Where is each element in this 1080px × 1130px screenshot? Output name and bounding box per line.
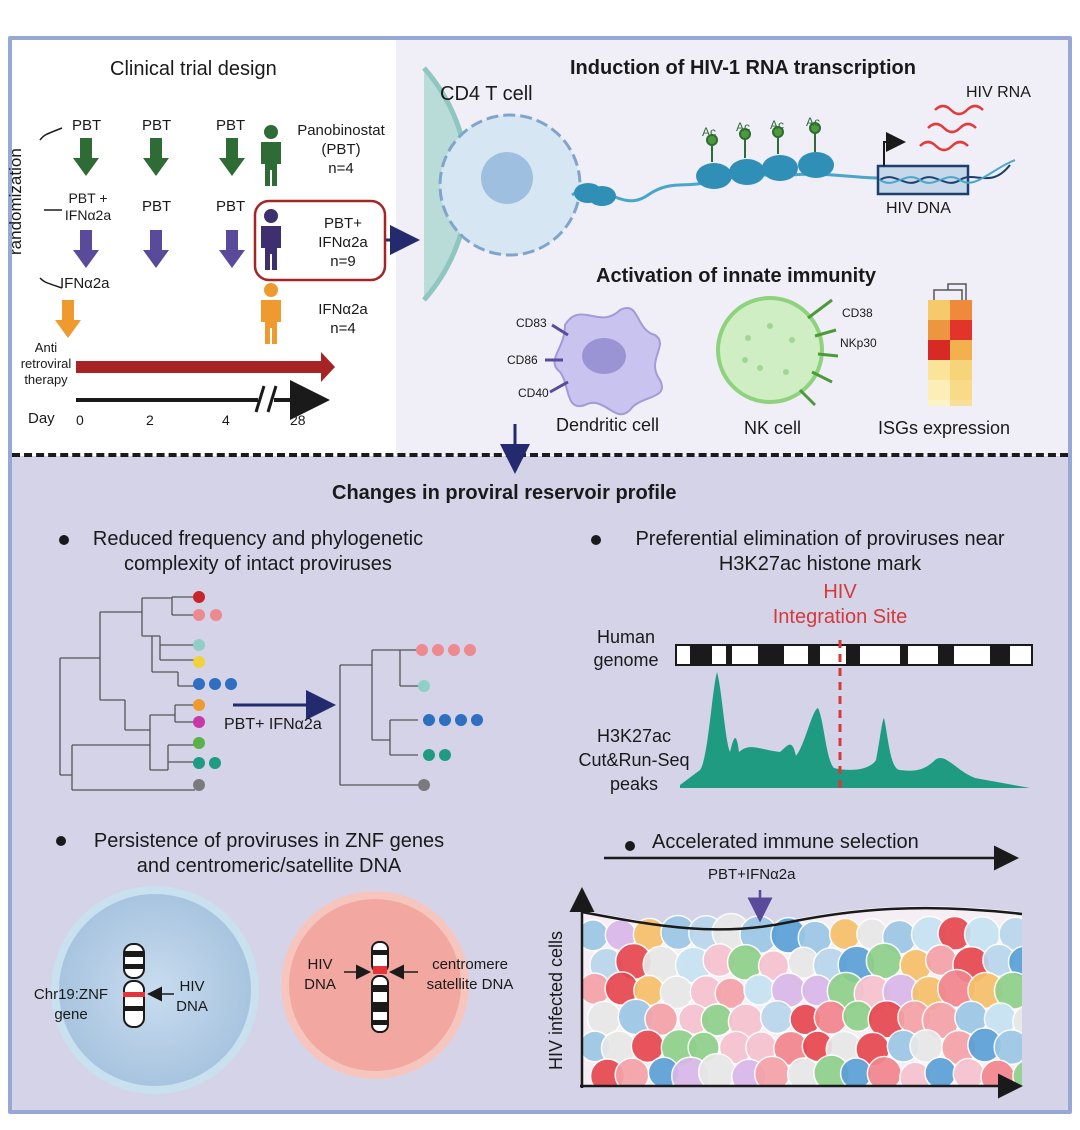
ifn-arrow bbox=[55, 300, 81, 338]
bullet-2 bbox=[591, 535, 601, 545]
infected-cell bbox=[924, 1056, 957, 1085]
phylo-dots-left bbox=[193, 591, 237, 791]
person-icon-green bbox=[261, 125, 281, 186]
bullet3-text: Persistence of proviruses in ZNF genes an… bbox=[93, 830, 445, 877]
infected-cell bbox=[759, 999, 795, 1035]
phylo-dots-right bbox=[416, 644, 483, 791]
section-divider bbox=[12, 453, 1068, 457]
pbt-row1-day0: PBT bbox=[72, 117, 102, 134]
bullet-1 bbox=[59, 535, 69, 545]
pbt-row2-day4: PBT bbox=[216, 198, 246, 215]
infected-cell bbox=[993, 1029, 1022, 1066]
hiv-rna-waves bbox=[919, 104, 984, 152]
combo-group-box bbox=[253, 199, 387, 282]
nk-cell-label: NK cell bbox=[744, 418, 802, 438]
phylo-tree-left bbox=[59, 596, 195, 791]
timeline-break bbox=[254, 385, 278, 413]
day-28: 28 bbox=[290, 412, 306, 428]
centromere-chromosome bbox=[371, 941, 389, 1033]
figure-frame bbox=[8, 36, 1072, 1114]
infected-cell bbox=[644, 1002, 679, 1037]
infected-cell bbox=[1012, 1006, 1022, 1038]
phylo-tree-right bbox=[339, 649, 420, 786]
genome-bar bbox=[675, 644, 1033, 666]
ac-label-4: Ac bbox=[806, 115, 821, 129]
isg-label: ISGs expression bbox=[878, 418, 1011, 438]
hiv-dna-znf-label: HIV DNA bbox=[176, 978, 208, 1015]
infected-cells-field bbox=[582, 906, 1022, 1085]
pbt-ifn-day0: PBT + IFNα2a bbox=[64, 190, 112, 223]
randomization-bracket bbox=[39, 127, 63, 289]
human-genome-label: Human genome bbox=[593, 627, 659, 670]
znf-chromosome bbox=[123, 943, 145, 1028]
innate-title: Activation of innate immunity bbox=[596, 265, 877, 287]
art-label: Anti retroviral therapy bbox=[20, 340, 72, 387]
cd83-label: CD83 bbox=[516, 316, 547, 330]
infected-cell bbox=[865, 942, 903, 980]
infected-cell bbox=[743, 973, 775, 1006]
clinical-title: Clinical trial design bbox=[110, 58, 277, 80]
day-0: 0 bbox=[76, 412, 84, 428]
nk-cell bbox=[716, 296, 824, 404]
induction-title: Induction of HIV-1 RNA transcription bbox=[570, 57, 916, 79]
pbt-ifn-arrows bbox=[73, 230, 245, 268]
isg-heatmap bbox=[928, 283, 972, 406]
hiv-dna-box bbox=[876, 164, 970, 196]
group-combo-label: PBT+ IFNα2a n=9 bbox=[318, 215, 368, 270]
ac-label-3: Ac bbox=[770, 118, 785, 132]
ac-label-1: Ac bbox=[702, 125, 717, 139]
group-pbt-label: Panobinostat (PBT) n=4 bbox=[297, 122, 385, 177]
changes-title: Changes in proviral reservoir profile bbox=[332, 482, 677, 504]
bullet-4 bbox=[625, 841, 635, 851]
bullet4-text: Accelerated immune selection bbox=[652, 831, 919, 853]
infected-cell bbox=[1007, 945, 1022, 979]
cd38-label: CD38 bbox=[842, 306, 873, 320]
group-ifn-label: IFNα2a n=4 bbox=[318, 301, 368, 337]
peaks-label: H3K27ac Cut&Run-Seq peaks bbox=[578, 726, 690, 794]
cd86-label: CD86 bbox=[507, 353, 538, 367]
treatment-label: PBT+ IFNα2a bbox=[224, 716, 322, 733]
day-label: Day bbox=[28, 410, 55, 427]
bullet2-text: Preferential elimination of proviruses n… bbox=[635, 528, 1005, 575]
randomization-label: randomization bbox=[6, 148, 25, 255]
person-icon-orange bbox=[261, 283, 281, 344]
person-icon-purple bbox=[261, 209, 281, 270]
art-arrow bbox=[76, 352, 335, 382]
pbt-row2-day2: PBT bbox=[142, 198, 172, 215]
ac-label-2: Ac bbox=[736, 120, 751, 134]
dendritic-cell-label: Dendritic cell bbox=[556, 415, 660, 435]
infected-cell bbox=[1012, 1060, 1022, 1085]
chr19-label: Chr19:ZNF gene bbox=[33, 986, 109, 1023]
pbt-arrows bbox=[73, 138, 245, 176]
integration-site-label: HIV Integration Site bbox=[772, 581, 908, 628]
y-axis-label: HIV infected cells bbox=[546, 930, 566, 1070]
cd40-label: CD40 bbox=[518, 386, 549, 400]
pbt-row1-day4: PBT bbox=[216, 117, 246, 134]
cd4-label: CD4 T cell bbox=[440, 83, 533, 105]
centromere-label: centromere satellite DNA bbox=[426, 956, 514, 993]
nkp30-label: NKp30 bbox=[840, 336, 877, 350]
hiv-dna-centromere-label: HIV DNA bbox=[304, 956, 336, 993]
pbt-row1-day2: PBT bbox=[142, 117, 172, 134]
bullet1-text: Reduced frequency and phylogenetic comple… bbox=[92, 528, 424, 575]
ifn-row3: IFNα2a bbox=[60, 275, 110, 292]
selection-treatment-label: PBT+IFNα2a bbox=[708, 866, 796, 883]
h3k27ac-peaks bbox=[680, 672, 1030, 788]
infected-cell bbox=[586, 1000, 622, 1036]
hiv-dna-label: HIV DNA bbox=[886, 200, 951, 217]
bullet-3 bbox=[56, 836, 66, 846]
infected-cell bbox=[980, 1059, 1016, 1085]
hiv-rna-label: HIV RNA bbox=[966, 84, 1031, 101]
day-4: 4 bbox=[222, 412, 230, 428]
day-2: 2 bbox=[146, 412, 154, 428]
